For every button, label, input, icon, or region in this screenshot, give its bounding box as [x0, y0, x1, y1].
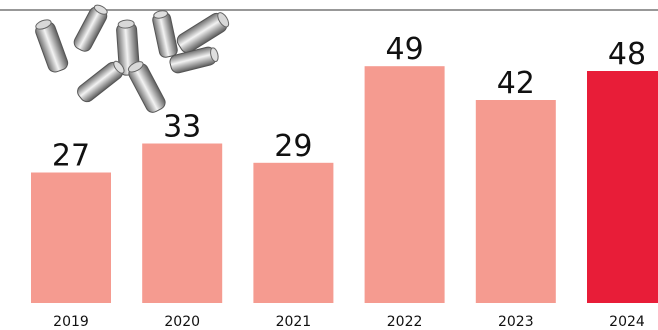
value-label-2019: 27 — [52, 139, 90, 174]
x-tick-2024: 2024 — [609, 314, 645, 330]
bar-2020 — [142, 143, 223, 303]
bar-2021 — [253, 162, 334, 303]
labels-layer: 27 2019 33 2020 29 2021 49 2022 42 2023 48 2024 — [52, 32, 646, 330]
bar-2019 — [31, 172, 111, 303]
x-tick-2023: 2023 — [498, 314, 534, 330]
bar-2022 — [364, 66, 445, 303]
value-label-2024: 48 — [608, 37, 646, 72]
x-tick-2020: 2020 — [164, 314, 200, 330]
value-label-2021: 29 — [274, 129, 312, 164]
x-tick-2022: 2022 — [387, 314, 423, 330]
value-label-2023: 42 — [497, 66, 535, 101]
bar-2024 — [587, 71, 658, 303]
bars-layer — [31, 66, 658, 303]
bullets-illustration-icon — [35, 4, 230, 113]
x-tick-2021: 2021 — [276, 314, 312, 330]
bar-2023 — [475, 100, 556, 303]
value-label-2020: 33 — [163, 110, 201, 145]
x-tick-2019: 2019 — [53, 314, 89, 330]
value-label-2022: 49 — [386, 32, 424, 67]
